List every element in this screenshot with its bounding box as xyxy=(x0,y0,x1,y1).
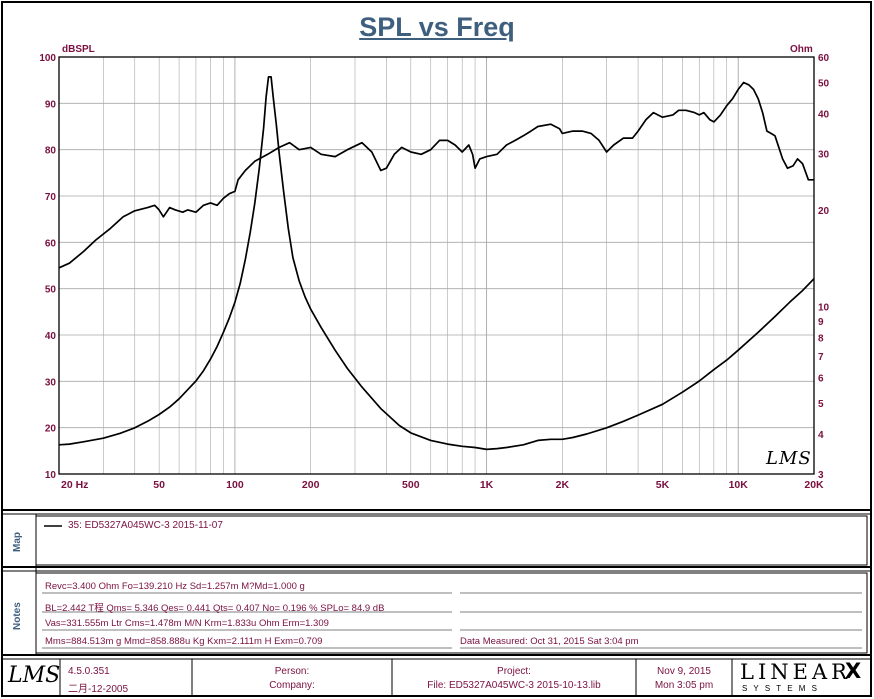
y-left-tick-label: 40 xyxy=(45,331,57,342)
y-right-label: Ohm xyxy=(790,44,813,55)
y-right-tick-label: 60 xyxy=(818,53,830,64)
footer-date: Nov 9, 2015 xyxy=(657,666,711,677)
y-left-tick-label: 50 xyxy=(45,285,57,296)
x-tick-label: 20K xyxy=(804,479,824,491)
y-right-tick-label: 6 xyxy=(818,374,824,385)
y-left-tick-label: 80 xyxy=(45,146,57,157)
y-right-tick-label: 10 xyxy=(818,302,830,313)
y-left-tick-label: 60 xyxy=(45,238,57,249)
chart-title: SPL vs Freq xyxy=(359,12,515,42)
build-date: 二月-12-2005 xyxy=(68,684,129,695)
y-right-tick-label: 5 xyxy=(818,399,824,410)
chart-ticks: 20 Hz 50 100 200 500 1K 2K 5K 10K 20K 10 20 30 40 50 60… xyxy=(39,53,829,491)
spl-line xyxy=(58,81,814,269)
x-tick-label: 20 Hz xyxy=(61,479,88,491)
project-label: Project: xyxy=(497,666,531,677)
x-tick-label: 5K xyxy=(656,479,670,491)
notes-line-3: Vas=331.555m Ltr Cms=1.478m M/N Krm=1.83… xyxy=(45,618,329,629)
y-right-tick-label: 3 xyxy=(818,470,824,481)
data-measured: Data Measured: Oct 31, 2015 Sat 3:04 pm xyxy=(460,636,639,647)
y-left-tick-label: 20 xyxy=(45,424,57,435)
notes-line-4: Mms=884.513m g Mmd=858.888u Kg Kxm=2.111… xyxy=(45,636,323,647)
y-left-tick-label: 10 xyxy=(45,470,57,481)
brand-name: LINEAR xyxy=(740,660,851,684)
x-tick-label: 50 xyxy=(153,479,165,491)
file-label: File: ED5327A045WC-3 2015-10-13.lib xyxy=(427,680,601,691)
footer-time: Mon 3:05 pm xyxy=(654,680,714,691)
x-tick-label: 1K xyxy=(480,479,494,491)
spl-chart: 20 Hz 50 100 200 500 1K 2K 5K 10K 20K 10 20 30 40 50 60… xyxy=(39,53,829,491)
brand-sub: S Y S T E M S xyxy=(742,684,819,693)
y-right-tick-label: 20 xyxy=(818,206,830,217)
impedance-line xyxy=(58,76,815,451)
y-right-tick-label: 7 xyxy=(818,352,824,363)
y-right-tick-label: 4 xyxy=(818,430,824,441)
y-right-tick-label: 50 xyxy=(818,78,830,89)
x-tick-label: 100 xyxy=(226,479,244,491)
y-left-tick-label: 90 xyxy=(45,99,57,110)
version: 4.5.0.351 xyxy=(68,666,110,677)
chart-series xyxy=(58,76,815,451)
y-left-tick-label: 100 xyxy=(39,53,56,64)
notes-line-1: Revc=3.400 Ohm Fo=139.210 Hz Sd=1.257m M… xyxy=(45,581,305,592)
legend-entry: 35: ED5327A045WC-3 2015-11-07 xyxy=(68,520,223,531)
y-right-tick-label: 40 xyxy=(818,109,830,120)
company-label: Company: xyxy=(269,680,315,691)
y-right-tick-label: 30 xyxy=(818,149,830,160)
x-tick-label: 2K xyxy=(556,479,570,491)
map-panel-label: Map xyxy=(12,532,23,552)
x-tick-label: 10K xyxy=(729,479,749,491)
y-left-tick-label: 30 xyxy=(45,377,57,388)
y-right-tick-label: 8 xyxy=(818,333,824,344)
y-right-tick-label: 9 xyxy=(818,317,824,328)
notes-line-2: BL=2.442 T程 Qms= 5.346 Qes= 0.441 Qts= 0… xyxy=(45,603,385,614)
y-left-label: dBSPL xyxy=(62,44,95,55)
y-left-tick-label: 70 xyxy=(45,192,57,203)
chart-grid xyxy=(58,56,815,475)
notes-panel-label: Notes xyxy=(12,602,23,630)
x-tick-label: 200 xyxy=(302,479,320,491)
plot-border xyxy=(58,56,815,475)
lms-chart-annotation: LMS xyxy=(766,448,812,469)
brand-x: X xyxy=(845,659,862,683)
person-label: Person: xyxy=(274,666,310,677)
x-tick-label: 500 xyxy=(402,479,420,491)
lms-logo: LMS xyxy=(8,663,61,688)
